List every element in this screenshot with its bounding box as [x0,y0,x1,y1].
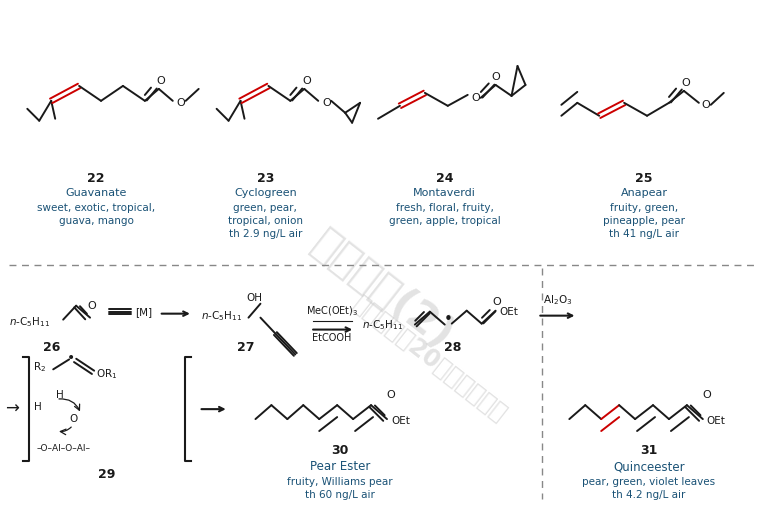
Text: fruity, green,: fruity, green, [610,203,678,213]
Text: $n$-C$_5$H$_{11}$: $n$-C$_5$H$_{11}$ [201,309,242,323]
Text: fruity, Williams pear: fruity, Williams pear [288,477,393,487]
Text: Anapear: Anapear [621,188,667,198]
Text: H: H [35,402,42,412]
Text: pear, green, violet leaves: pear, green, violet leaves [582,477,716,487]
Text: 23: 23 [257,172,274,185]
Text: O: O [703,390,711,400]
Text: •: • [67,351,75,366]
Text: 31: 31 [640,444,658,458]
Text: th 4.2 ng/L air: th 4.2 ng/L air [612,490,686,499]
Text: 25: 25 [635,172,653,185]
Text: O: O [491,72,500,82]
Text: –O–Al–O–Al–: –O–Al–O–Al– [36,444,91,453]
Text: OR$_1$: OR$_1$ [96,368,117,381]
Text: $n$-C$_5$H$_{11}$: $n$-C$_5$H$_{11}$ [9,315,51,329]
Text: tropical, onion: tropical, onion [228,216,303,226]
Text: 26: 26 [42,341,60,354]
Text: 千禧年以來20年的流行趨勢: 千禧年以來20年的流行趨勢 [348,292,512,427]
Text: guava, mango: guava, mango [58,216,133,226]
Text: O: O [682,78,690,88]
Text: OEt: OEt [499,307,518,317]
Text: 22: 22 [87,172,105,185]
Text: th 2.9 ng/L air: th 2.9 ng/L air [229,229,302,239]
Text: pineapple, pear: pineapple, pear [603,216,685,226]
Text: green, apple, tropical: green, apple, tropical [389,216,501,226]
Text: 28: 28 [444,341,462,354]
Text: green, pear,: green, pear, [233,203,298,213]
Text: MeC(OEt)$_3$: MeC(OEt)$_3$ [306,305,358,319]
Text: O: O [492,297,501,307]
Text: 24: 24 [436,172,453,185]
Text: O: O [87,300,97,311]
Text: Montaverdi: Montaverdi [413,188,476,198]
Text: Al$_2$O$_3$: Al$_2$O$_3$ [543,293,572,307]
Text: 30: 30 [331,444,349,458]
Text: Pear Ester: Pear Ester [310,461,370,473]
Text: O: O [472,93,480,103]
Text: [M]: [M] [135,307,152,317]
Text: O: O [322,98,331,108]
Text: 27: 27 [237,341,254,354]
Text: EtCOOH: EtCOOH [312,332,352,342]
Text: th 41 ng/L air: th 41 ng/L air [609,229,679,239]
Text: O: O [302,76,311,86]
Text: Cyclogreen: Cyclogreen [234,188,297,198]
Text: O: O [69,414,77,424]
Text: $n$-C$_5$H$_{11}$: $n$-C$_5$H$_{11}$ [362,318,403,331]
Text: H: H [56,390,64,400]
Text: •: • [443,312,453,327]
Text: O: O [156,76,165,86]
Text: OEt: OEt [391,416,410,426]
Text: OH: OH [246,293,262,303]
Text: th 60 ng/L air: th 60 ng/L air [305,490,375,499]
Text: Quinceester: Quinceester [614,461,685,473]
Text: sweet, exotic, tropical,: sweet, exotic, tropical, [37,203,155,213]
Text: O: O [176,98,186,108]
Text: O: O [387,390,395,400]
Text: 29: 29 [98,468,116,481]
Text: O: O [702,100,710,110]
Text: Guavanate: Guavanate [65,188,127,198]
Text: R$_2$: R$_2$ [33,361,47,374]
Text: fresh, floral, fruity,: fresh, floral, fruity, [396,203,494,213]
Text: OEt: OEt [707,416,726,426]
Text: →: → [5,400,19,418]
Text: 香海拾貝(2): 香海拾貝(2) [304,222,462,358]
